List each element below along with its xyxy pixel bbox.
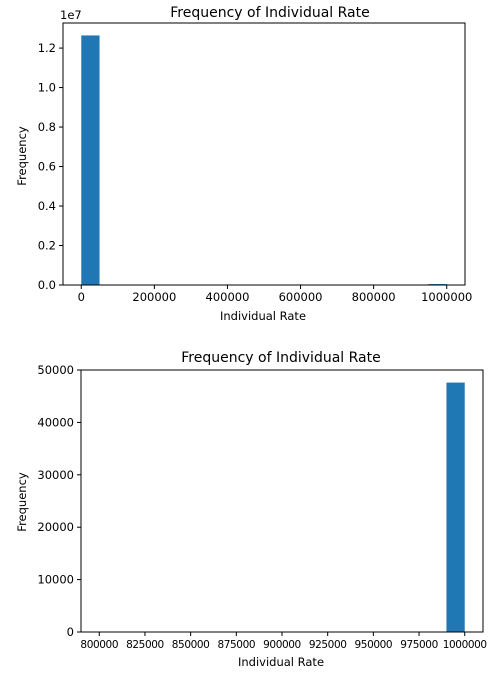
y-tick-label: 0.8	[38, 120, 56, 134]
chart-2-bars	[446, 382, 465, 632]
y-tick-label: 1.2	[38, 41, 56, 55]
x-tick-label: 800000	[80, 639, 118, 651]
x-tick-label: 925000	[309, 639, 347, 651]
histogram-bar	[446, 382, 465, 632]
chart-1-x-axis-label: Individual Rate	[220, 309, 306, 323]
chart-2-x-ticks: 800000 825000 850000 875000 900000 925000 9500…	[80, 632, 487, 651]
chart-2-x-axis-label: Individual Rate	[238, 655, 324, 669]
chart-1-bars	[81, 35, 447, 285]
y-tick-label: 0.4	[38, 199, 56, 213]
x-tick-label: 0	[78, 290, 85, 304]
y-tick-label: 0.2	[38, 239, 56, 253]
x-tick-label: 825000	[126, 639, 164, 651]
chart-2-title: Frequency of Individual Rate	[181, 350, 380, 366]
y-tick-label: 1.0	[38, 81, 56, 95]
y-tick-label: 0.0	[38, 278, 56, 292]
y-tick-label: 0	[67, 625, 74, 639]
chart-1: Frequency of Individual Rate 1e7 Frequen…	[15, 5, 472, 323]
chart-2-y-ticks: 0 10000 20000 30000 40000 50000	[37, 363, 81, 639]
y-tick-label: 40000	[37, 415, 74, 429]
y-tick-label: 50000	[37, 363, 74, 377]
chart-2-y-axis-label: Frequency	[15, 472, 29, 532]
chart-2-plot-frame	[80, 369, 484, 633]
chart-2: Frequency of Individual Rate Frequency I…	[15, 350, 487, 669]
chart-1-title: Frequency of Individual Rate	[170, 5, 369, 21]
chart-1-y-axis-label: Frequency	[15, 126, 29, 186]
x-tick-label: 400000	[206, 290, 250, 304]
x-tick-label: 200000	[132, 290, 176, 304]
chart-1-y-ticks: 0.0 0.2 0.4 0.6 0.8 1.0 1.2	[38, 41, 63, 292]
chart-1-x-ticks: 0 200000 400000 600000 800000 1000000	[78, 285, 472, 304]
x-tick-label: 850000	[172, 639, 210, 651]
y-tick-label: 0.6	[38, 160, 56, 174]
chart-1-plot-frame	[62, 22, 466, 286]
y-tick-label: 30000	[37, 468, 74, 482]
y-tick-label: 10000	[37, 573, 74, 587]
y-tick-label: 20000	[37, 520, 74, 534]
x-tick-label: 600000	[279, 290, 323, 304]
x-tick-label: 950000	[355, 639, 393, 651]
x-tick-label: 1000000	[421, 290, 472, 304]
chart-1-y-offset-label: 1e7	[60, 8, 82, 22]
x-tick-label: 875000	[217, 639, 255, 651]
x-tick-label: 975000	[400, 639, 438, 651]
x-tick-label: 800000	[352, 290, 396, 304]
x-tick-label: 900000	[263, 639, 301, 651]
histogram-bar	[81, 35, 100, 285]
x-tick-label: 1000000	[443, 639, 487, 651]
